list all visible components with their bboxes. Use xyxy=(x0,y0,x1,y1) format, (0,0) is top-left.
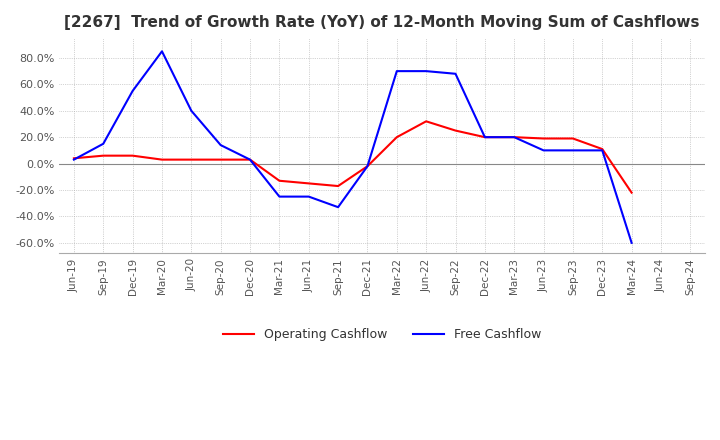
Operating Cashflow xyxy=(392,135,401,140)
Free Cashflow xyxy=(158,49,166,54)
Title: [2267]  Trend of Growth Rate (YoY) of 12-Month Moving Sum of Cashflows: [2267] Trend of Growth Rate (YoY) of 12-… xyxy=(64,15,700,30)
Operating Cashflow xyxy=(451,128,460,133)
Free Cashflow xyxy=(128,88,137,94)
Free Cashflow xyxy=(422,69,431,74)
Operating Cashflow xyxy=(158,157,166,162)
Operating Cashflow xyxy=(480,135,489,140)
Operating Cashflow xyxy=(128,153,137,158)
Free Cashflow xyxy=(216,143,225,148)
Free Cashflow xyxy=(246,157,254,162)
Free Cashflow xyxy=(480,135,489,140)
Free Cashflow xyxy=(569,148,577,153)
Operating Cashflow xyxy=(627,190,636,195)
Free Cashflow xyxy=(598,148,606,153)
Operating Cashflow xyxy=(275,178,284,183)
Free Cashflow xyxy=(627,240,636,246)
Free Cashflow xyxy=(539,148,548,153)
Legend: Operating Cashflow, Free Cashflow: Operating Cashflow, Free Cashflow xyxy=(218,323,546,346)
Free Cashflow xyxy=(363,164,372,169)
Free Cashflow xyxy=(451,71,460,77)
Operating Cashflow xyxy=(99,153,107,158)
Operating Cashflow xyxy=(510,135,518,140)
Free Cashflow xyxy=(275,194,284,199)
Operating Cashflow xyxy=(422,119,431,124)
Operating Cashflow xyxy=(539,136,548,141)
Operating Cashflow xyxy=(569,136,577,141)
Operating Cashflow xyxy=(598,147,606,152)
Line: Operating Cashflow: Operating Cashflow xyxy=(74,121,631,193)
Free Cashflow xyxy=(334,205,343,210)
Free Cashflow xyxy=(99,141,107,147)
Operating Cashflow xyxy=(305,181,313,186)
Operating Cashflow xyxy=(216,157,225,162)
Free Cashflow xyxy=(187,108,196,114)
Operating Cashflow xyxy=(70,156,78,161)
Line: Free Cashflow: Free Cashflow xyxy=(74,51,631,243)
Free Cashflow xyxy=(305,194,313,199)
Operating Cashflow xyxy=(334,183,343,189)
Operating Cashflow xyxy=(187,157,196,162)
Free Cashflow xyxy=(510,135,518,140)
Free Cashflow xyxy=(70,157,78,162)
Free Cashflow xyxy=(392,69,401,74)
Operating Cashflow xyxy=(246,157,254,162)
Operating Cashflow xyxy=(363,164,372,169)
